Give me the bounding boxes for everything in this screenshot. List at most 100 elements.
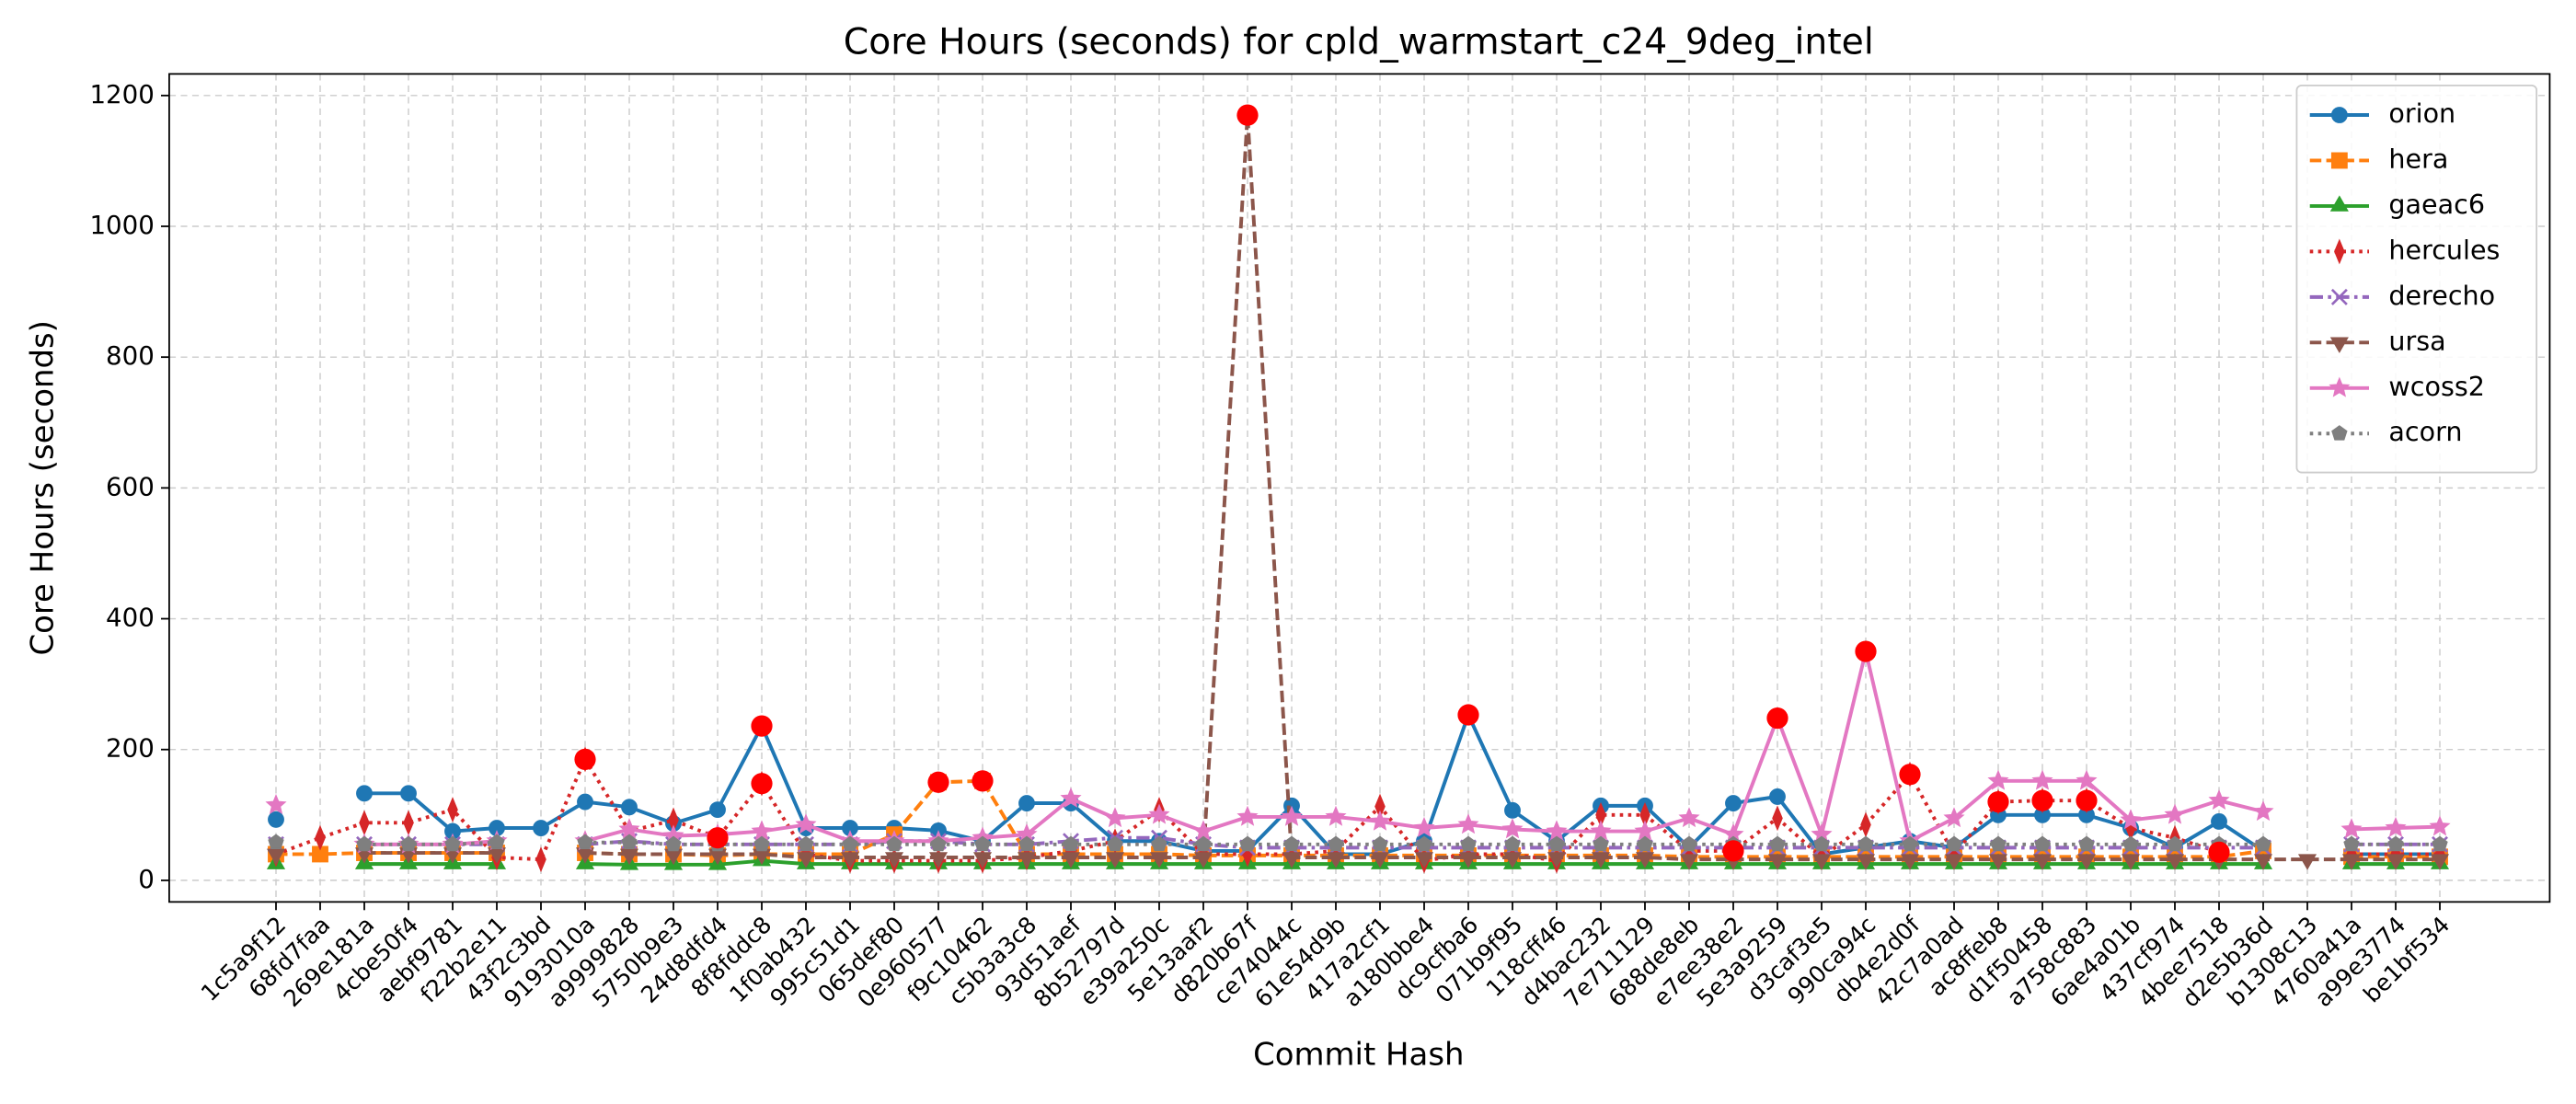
marker xyxy=(1902,835,1918,852)
marker xyxy=(2208,789,2230,810)
marker xyxy=(577,834,593,850)
marker xyxy=(2122,835,2139,852)
marker xyxy=(2167,835,2183,852)
marker xyxy=(928,852,949,868)
marker xyxy=(266,848,286,866)
marker xyxy=(2164,803,2186,824)
marker xyxy=(621,799,638,816)
marker xyxy=(2341,854,2362,870)
marker xyxy=(2076,854,2097,870)
marker xyxy=(1239,835,1256,852)
y-tick-label: 0 xyxy=(138,864,155,894)
highlight-point xyxy=(927,771,949,793)
marker xyxy=(1501,818,1524,839)
marker xyxy=(356,785,373,802)
y-axis-label: Core Hours (seconds) xyxy=(25,320,61,655)
marker xyxy=(1328,835,1344,852)
legend-box xyxy=(2295,84,2538,474)
marker xyxy=(1063,835,1079,852)
marker xyxy=(1943,807,1965,828)
marker xyxy=(2334,238,2345,265)
marker xyxy=(796,852,816,868)
marker xyxy=(798,835,814,852)
highlight-point xyxy=(1899,764,1921,786)
highlight-point xyxy=(2076,789,2098,811)
highlight-point xyxy=(2031,789,2053,811)
marker xyxy=(356,835,373,852)
marker xyxy=(618,818,640,839)
marker xyxy=(1857,835,1874,852)
marker xyxy=(972,852,993,868)
marker xyxy=(1944,854,1964,870)
marker xyxy=(447,797,458,823)
marker xyxy=(1370,852,1390,868)
legend-label: hercules xyxy=(2388,234,2500,265)
marker xyxy=(1105,852,1125,868)
marker xyxy=(1369,810,1391,831)
marker xyxy=(2432,835,2448,852)
marker xyxy=(1593,835,1609,852)
marker xyxy=(577,793,593,811)
highlight-point xyxy=(1987,790,2009,813)
y-tick-label: 200 xyxy=(106,733,155,764)
marker xyxy=(619,848,639,866)
marker xyxy=(2340,818,2363,839)
marker xyxy=(1325,805,1347,826)
marker xyxy=(2031,769,2053,790)
marker xyxy=(1151,835,1167,852)
marker xyxy=(444,835,461,852)
marker xyxy=(265,793,287,814)
marker xyxy=(1282,852,1302,868)
y-tick-label: 400 xyxy=(106,603,155,633)
marker xyxy=(2076,769,2098,790)
marker xyxy=(2078,835,2095,852)
marker xyxy=(1591,852,1611,868)
marker xyxy=(665,835,682,852)
marker xyxy=(2386,854,2406,870)
marker xyxy=(1236,805,1259,826)
marker xyxy=(1107,835,1123,852)
marker xyxy=(751,820,773,841)
marker xyxy=(886,835,903,852)
marker xyxy=(2385,816,2407,837)
highlight-point xyxy=(751,773,773,795)
marker xyxy=(2329,195,2349,212)
marker xyxy=(1281,805,1303,826)
marker xyxy=(315,824,326,851)
y-tick-label: 800 xyxy=(106,340,155,371)
marker xyxy=(1987,769,2009,790)
marker xyxy=(1681,835,1697,852)
marker xyxy=(1813,835,1830,852)
x-axis-label: Commit Hash xyxy=(1253,1037,1464,1073)
legend-label: wcoss2 xyxy=(2388,371,2484,402)
marker xyxy=(1018,795,1035,811)
marker xyxy=(795,813,817,834)
highlight-point xyxy=(1855,640,1877,662)
legend-label: hera xyxy=(2388,143,2448,174)
highlight-point xyxy=(1766,707,1788,730)
marker xyxy=(1637,835,1653,852)
marker xyxy=(2121,854,2141,870)
marker xyxy=(1590,820,1612,841)
marker xyxy=(1457,813,1479,834)
marker xyxy=(1725,795,1742,811)
marker xyxy=(400,835,417,852)
marker xyxy=(2329,337,2349,353)
marker xyxy=(1018,835,1035,852)
marker xyxy=(2211,812,2227,830)
marker xyxy=(1104,807,1126,828)
marker xyxy=(1502,852,1523,868)
marker xyxy=(884,852,904,868)
marker xyxy=(709,801,726,819)
marker xyxy=(1811,854,1832,870)
marker xyxy=(2430,854,2450,870)
marker xyxy=(1195,835,1212,852)
marker xyxy=(1458,852,1478,868)
marker xyxy=(1504,801,1521,819)
marker xyxy=(1504,835,1521,852)
marker xyxy=(840,852,860,868)
marker xyxy=(1061,852,1081,868)
marker xyxy=(1900,854,1920,870)
marker xyxy=(1634,820,1656,841)
